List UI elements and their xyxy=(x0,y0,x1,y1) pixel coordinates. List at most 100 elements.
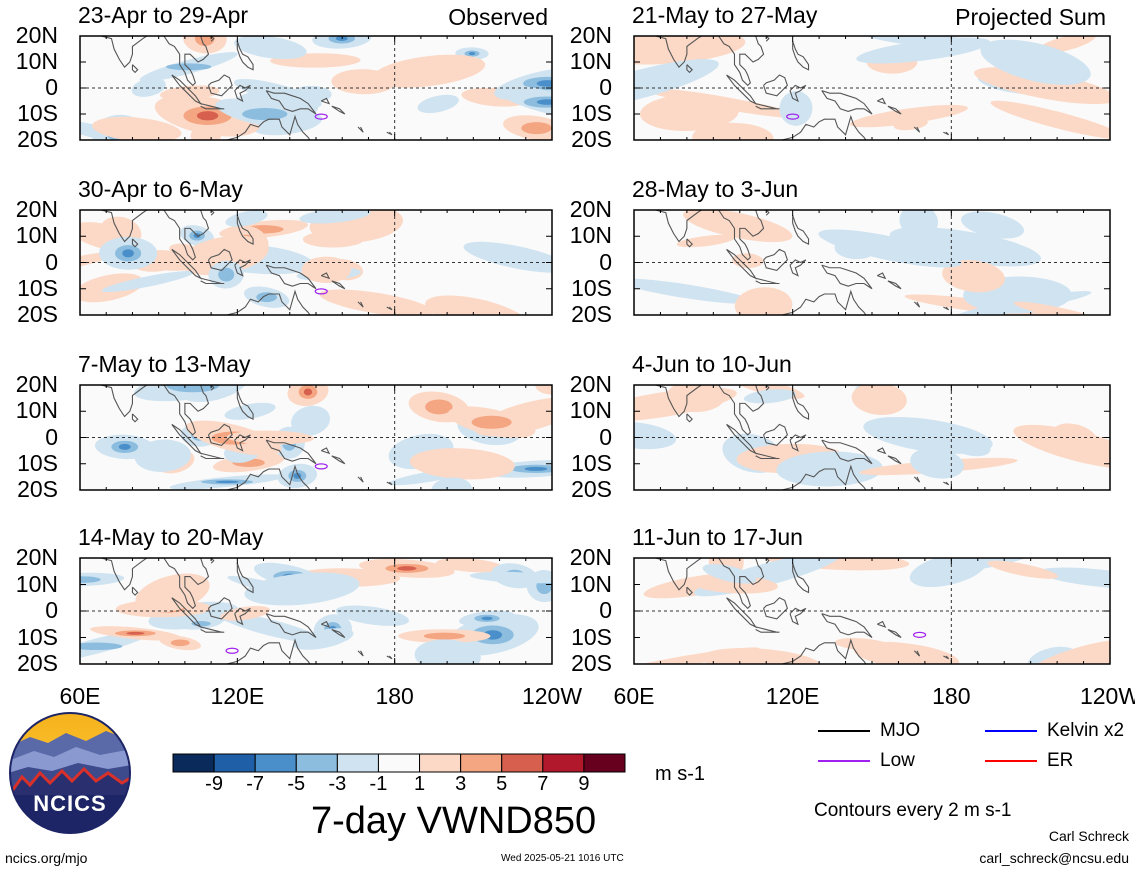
lat-label: 10S xyxy=(17,623,58,650)
lon-label: 120E xyxy=(765,683,820,709)
lat-label: 20N xyxy=(15,22,58,48)
anomaly-field xyxy=(80,558,552,664)
anomaly-blob-core xyxy=(242,108,288,121)
colorbar-units: m s-1 xyxy=(655,763,705,785)
coastline xyxy=(210,210,215,216)
coastline xyxy=(163,210,210,261)
anomaly-blob xyxy=(224,402,276,420)
lat-label: 0 xyxy=(599,423,612,450)
coastlines xyxy=(100,385,393,490)
footer-email[interactable]: carl_schreck@ncsu.edu xyxy=(979,850,1129,866)
lat-label: 10S xyxy=(571,449,612,476)
coastline xyxy=(943,131,950,136)
colorbar-tick-label: 3 xyxy=(455,773,467,795)
anomaly-blob-core xyxy=(194,36,215,46)
legend-label: Kelvin x2 xyxy=(1047,720,1125,741)
anomaly-blob-peak xyxy=(481,616,493,621)
colorbar-tick-label: 1 xyxy=(413,773,426,795)
map-panel xyxy=(633,384,1111,491)
footer-url[interactable]: ncics.org/mjo xyxy=(5,850,88,866)
anomaly-blob xyxy=(291,405,331,436)
colorbar-tick-label: 5 xyxy=(496,773,508,795)
colorbar-tick-label: 9 xyxy=(578,773,590,795)
anomaly-blob xyxy=(961,211,1025,239)
anomaly-blob-core xyxy=(521,122,552,135)
coastline xyxy=(226,638,311,664)
anomaly-blob xyxy=(463,241,552,273)
lon-label: 180 xyxy=(932,683,971,709)
anomaly-blob xyxy=(942,259,1005,293)
panel-title: 28-May to 3-Jun xyxy=(632,176,799,202)
coastline xyxy=(357,650,364,657)
lat-label: 20S xyxy=(17,126,58,152)
anomaly-blob xyxy=(779,91,813,126)
coastline xyxy=(386,481,393,486)
coastline xyxy=(163,385,210,436)
ncics-logo: NCICS xyxy=(8,711,132,835)
anomaly-blob xyxy=(743,389,796,404)
coastline xyxy=(207,423,233,446)
colorbar-swatch xyxy=(336,753,379,773)
colorbar-tick-label: -3 xyxy=(328,773,347,795)
lat-label: 0 xyxy=(599,74,612,100)
anomaly-blob xyxy=(731,253,764,269)
coastline xyxy=(877,447,887,455)
lat-label: 20N xyxy=(569,22,612,48)
coastline xyxy=(887,629,902,638)
colorbar-tick-label: -5 xyxy=(287,773,306,795)
anomaly-blob xyxy=(1053,423,1097,449)
colorbar-swatch xyxy=(460,753,503,773)
anomaly-blob xyxy=(335,605,409,626)
lat-label: 10S xyxy=(571,274,612,301)
coastline xyxy=(655,210,703,243)
lat-label: 10N xyxy=(569,222,612,249)
column-label: Observed xyxy=(448,4,548,30)
coastlines xyxy=(655,210,950,315)
coastline xyxy=(887,105,902,115)
coastline xyxy=(765,210,770,216)
low-contour xyxy=(786,113,800,120)
anomaly-blob-peak xyxy=(536,99,552,105)
logo-text: NCICS xyxy=(33,791,107,816)
coastline xyxy=(781,289,867,315)
coastline xyxy=(210,36,215,42)
coastline xyxy=(655,558,703,591)
colorbar-tick-label: -1 xyxy=(369,773,388,795)
colorbar-swatch xyxy=(542,753,585,773)
coastline xyxy=(320,620,331,628)
anomaly-blob xyxy=(634,278,755,304)
coastline xyxy=(200,103,225,110)
panel-title: 14-May to 20-May xyxy=(78,524,264,550)
anomaly-blob xyxy=(179,235,269,276)
legend-label: Low xyxy=(880,750,915,771)
anomaly-field xyxy=(634,558,1110,664)
anomaly-blob xyxy=(692,122,774,140)
lat-label: 10S xyxy=(17,449,58,476)
coastline xyxy=(210,558,215,564)
anomaly-blob xyxy=(863,416,993,454)
map-panel xyxy=(633,209,1111,316)
anomaly-blob xyxy=(676,234,735,248)
lat-label: 0 xyxy=(45,248,58,275)
anomaly-blob xyxy=(436,558,504,573)
colorbar-swatch xyxy=(295,753,338,773)
anomaly-blob xyxy=(469,571,552,584)
anomaly-blob xyxy=(634,421,677,450)
coastline xyxy=(821,439,873,465)
lon-label: 60E xyxy=(613,683,655,709)
coastline xyxy=(265,90,317,115)
anomaly-blob xyxy=(301,256,352,283)
lon-label: 120W xyxy=(521,683,583,709)
anomaly-blob xyxy=(634,59,719,109)
anomaly-blob xyxy=(1024,638,1110,664)
anomaly-blob-peak xyxy=(303,388,313,396)
coastline xyxy=(265,439,317,465)
coastline xyxy=(236,563,254,594)
anomaly-blob xyxy=(190,125,222,140)
coastline xyxy=(943,481,950,486)
legend-label: ER xyxy=(1047,750,1074,771)
anomaly-blob xyxy=(1038,567,1110,589)
anomaly-blob-peak xyxy=(215,480,239,484)
coastline xyxy=(877,620,887,628)
colorbar-swatch xyxy=(254,753,297,773)
